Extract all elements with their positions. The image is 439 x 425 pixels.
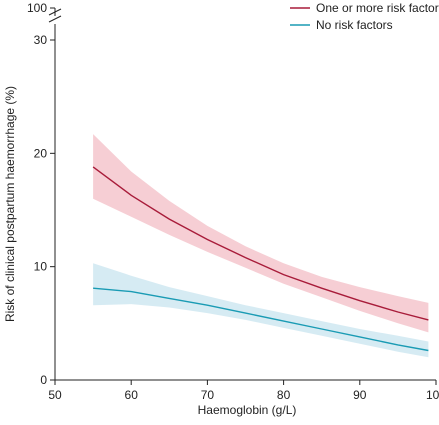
y-ticks: 0 10 20 30 [34, 33, 55, 387]
x-ticks: 50 60 70 80 90 100 [48, 380, 439, 402]
x-tick-label-5: 100 [426, 388, 439, 402]
y-axis-break-mark-upper [48, 8, 62, 16]
y-tick-label-0: 0 [40, 373, 47, 387]
y-axis-label: Risk of clinical postpartum haemorrhage … [3, 86, 17, 322]
x-tick-label-3: 80 [277, 388, 291, 402]
x-tick-label-2: 70 [201, 388, 215, 402]
x-axis-label: Haemoglobin (g/L) [198, 403, 297, 417]
legend: One or more risk factors No risk factors [290, 1, 439, 32]
y-tick-label-2: 20 [34, 146, 48, 160]
legend-label-risk: One or more risk factors [316, 1, 439, 15]
y-tick-label-1: 10 [34, 260, 48, 274]
x-tick-label-0: 50 [48, 388, 62, 402]
y-axis-break-mark-lower [48, 15, 62, 23]
legend-label-no-risk: No risk factors [316, 18, 393, 32]
y-break-label: 100 [27, 1, 47, 15]
confidence-bands [93, 134, 429, 358]
ci-band-0 [93, 134, 429, 333]
series-lines [92, 166, 429, 352]
series-line-0 [92, 166, 429, 321]
y-tick-label-3: 30 [34, 33, 48, 47]
x-tick-label-1: 60 [125, 388, 139, 402]
x-tick-label-4: 90 [353, 388, 367, 402]
series-line-1 [93, 287, 429, 352]
